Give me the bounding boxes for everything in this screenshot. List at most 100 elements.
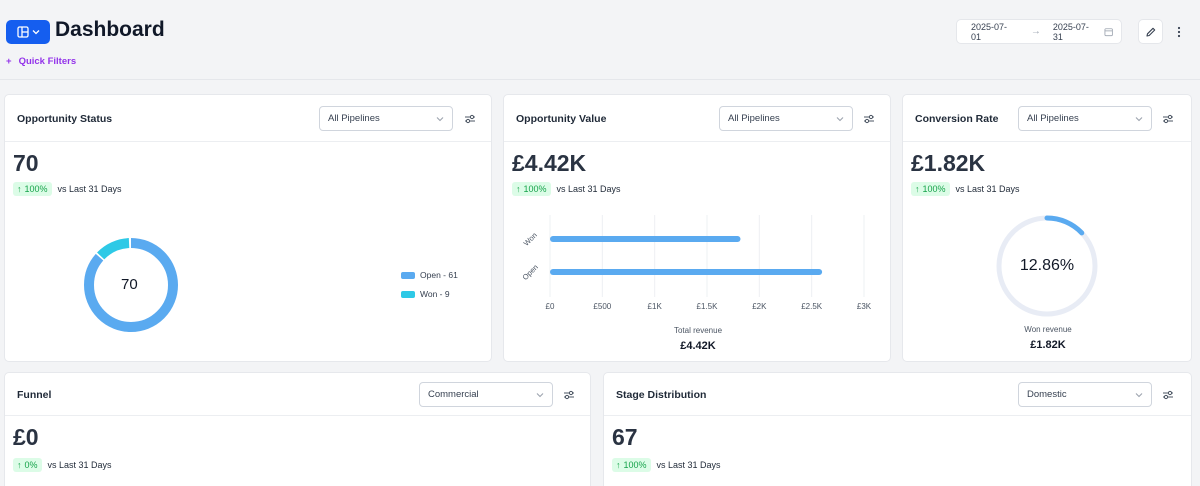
date-range-picker[interactable]: 2025-07-01 → 2025-07-31 <box>956 19 1122 44</box>
card-header: Conversion Rate All Pipelines <box>903 95 1191 142</box>
conversion-rate-gauge <box>996 215 1098 317</box>
layout-toggle-button[interactable] <box>6 20 50 44</box>
region-select[interactable]: Domestic <box>1018 382 1152 407</box>
x-tick-label: £1K <box>648 302 663 311</box>
legend-label: Won - 9 <box>420 289 450 299</box>
more-vertical-icon <box>1177 26 1181 38</box>
header-divider <box>0 79 1200 80</box>
trend-badge: ↑ 100% <box>13 182 52 196</box>
total-revenue-label: Total revenue <box>673 326 723 335</box>
pipeline-select[interactable]: All Pipelines <box>319 106 453 131</box>
trend-row: ↑ 0% vs Last 31 Days <box>13 458 112 472</box>
layout-icon <box>16 26 29 38</box>
trend-label: vs Last 31 Days <box>656 460 721 470</box>
x-tick-label: £1.5K <box>697 302 719 311</box>
pipeline-select[interactable]: All Pipelines <box>719 106 853 131</box>
y-category-label: Won <box>522 231 539 248</box>
arrow-up-icon: ↑ <box>616 460 621 470</box>
card-header: Stage Distribution Domestic <box>604 373 1191 416</box>
chevron-down-icon <box>436 117 444 122</box>
card-header: Opportunity Status All Pipelines <box>5 95 491 142</box>
edit-button[interactable] <box>1138 19 1163 44</box>
won-revenue-label: Won revenue <box>1024 325 1072 334</box>
gauge-fill <box>996 215 1098 317</box>
chevron-down-icon <box>836 117 844 122</box>
select-value: Domestic <box>1027 389 1067 400</box>
metric-value: £4.42K <box>512 150 587 176</box>
x-tick-label: £3K <box>857 302 872 311</box>
opportunity-status-card: Opportunity Status All Pipelines 70 ↑ 100… <box>4 94 492 362</box>
metric-value: 70 <box>13 150 39 176</box>
bar-won[interactable] <box>550 236 741 242</box>
trend-label: vs Last 31 Days <box>47 460 112 470</box>
arrow-up-icon: ↑ <box>17 184 22 194</box>
date-start: 2025-07-01 <box>971 21 1008 42</box>
settings-sliders-icon[interactable] <box>1162 113 1174 125</box>
more-options-button[interactable] <box>1173 22 1185 42</box>
opportunity-value-bar-chart: £0 £500 £1K £1.5K £2K £2.5K £3K Won Open <box>521 215 872 311</box>
arrow-up-icon: ↑ <box>915 184 920 194</box>
settings-sliders-icon[interactable] <box>863 113 875 125</box>
total-revenue-value: £4.42K <box>680 340 716 352</box>
donut-center-value: 70 <box>121 276 138 293</box>
funnel-select[interactable]: Commercial <box>419 382 553 407</box>
trend-percent: 100% <box>623 460 647 470</box>
trend-percent: 100% <box>922 184 946 194</box>
date-end: 2025-07-31 <box>1052 21 1089 42</box>
legend-swatch <box>401 290 415 298</box>
card-title: Conversion Rate <box>915 113 999 125</box>
arrow-up-icon: ↑ <box>17 460 22 470</box>
trend-row: ↑ 100% vs Last 31 Days <box>911 182 1020 196</box>
metric-value: 67 <box>612 424 638 450</box>
card-title: Funnel <box>17 389 52 401</box>
calendar-icon <box>1104 27 1113 36</box>
pipeline-select[interactable]: All Pipelines <box>1018 106 1152 131</box>
select-value: Commercial <box>428 389 479 400</box>
card-title: Opportunity Status <box>17 113 113 125</box>
page-title: Dashboard <box>55 18 165 41</box>
trend-percent: 100% <box>24 184 48 194</box>
metric-value: £1.82K <box>911 150 986 176</box>
legend-item-won[interactable]: Won - 9 <box>401 289 450 299</box>
legend-label: Open - 61 <box>420 270 458 280</box>
conversion-rate-card: Conversion Rate All Pipelines £1.82K ↑ 10… <box>902 94 1192 362</box>
opportunity-status-donut <box>84 238 178 332</box>
legend-swatch <box>401 271 415 279</box>
metric-value: £0 <box>13 424 39 450</box>
settings-sliders-icon[interactable] <box>464 113 476 125</box>
select-value: All Pipelines <box>328 113 380 124</box>
x-tick-label: £2.5K <box>801 302 823 311</box>
select-value: All Pipelines <box>728 113 780 124</box>
trend-label: vs Last 31 Days <box>955 184 1020 194</box>
pencil-icon <box>1145 27 1155 37</box>
trend-badge: ↑ 0% <box>13 458 42 472</box>
trend-row: ↑ 100% vs Last 31 Days <box>13 182 122 196</box>
trend-row: ↑ 100% vs Last 31 Days <box>612 458 721 472</box>
trend-label: vs Last 31 Days <box>556 184 621 194</box>
plus-icon: + <box>6 56 12 67</box>
conversion-rate-value: 12.86% <box>1019 257 1075 274</box>
donut-slice-open[interactable] <box>84 238 178 332</box>
y-category-label: Open <box>521 263 540 282</box>
card-title: Stage Distribution <box>616 389 707 401</box>
chevron-down-icon <box>536 393 544 398</box>
stage-distribution-card: Stage Distribution Domestic 67 ↑ 100% vs … <box>603 372 1192 486</box>
trend-label: vs Last 31 Days <box>57 184 122 194</box>
trend-percent: 100% <box>523 184 547 194</box>
x-tick-label: £2K <box>752 302 767 311</box>
select-value: All Pipelines <box>1027 113 1079 124</box>
settings-sliders-icon[interactable] <box>1162 389 1174 401</box>
chevron-down-icon <box>1135 117 1143 122</box>
card-header: Opportunity Value All Pipelines <box>504 95 890 142</box>
card-title: Opportunity Value <box>516 113 607 125</box>
settings-sliders-icon[interactable] <box>563 389 575 401</box>
won-revenue-value: £1.82K <box>1030 339 1066 351</box>
quick-filters-link[interactable]: + Quick Filters <box>6 56 76 67</box>
trend-badge: ↑ 100% <box>612 458 651 472</box>
arrow-right-icon: → <box>1030 26 1041 37</box>
trend-row: ↑ 100% vs Last 31 Days <box>512 182 621 196</box>
arrow-up-icon: ↑ <box>516 184 521 194</box>
legend-item-open[interactable]: Open - 61 <box>401 270 458 280</box>
bar-open[interactable] <box>550 269 823 275</box>
x-tick-label: £500 <box>593 302 611 311</box>
